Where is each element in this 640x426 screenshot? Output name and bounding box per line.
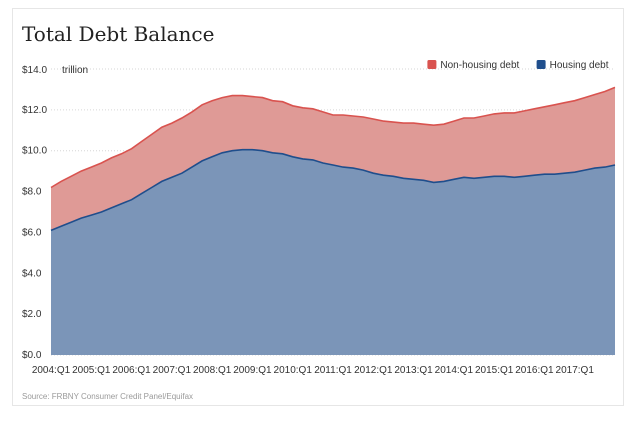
x-tick-label: 2006:Q1 (112, 365, 151, 376)
x-tick-label: 2009:Q1 (233, 365, 272, 376)
x-tick-label: 2016:Q1 (515, 365, 554, 376)
y-tick-label: $10.0 (22, 146, 47, 157)
x-tick-label: 2008:Q1 (193, 365, 232, 376)
y-tick-label: $8.0 (22, 187, 42, 198)
y-tick-label: $6.0 (22, 227, 42, 238)
x-tick-label: 2013:Q1 (394, 365, 433, 376)
y-axis-ticks: $0.0 $2.0 $4.0 $6.0 $8.0 $10.0 $12.0 (22, 105, 47, 361)
legend-label-non-housing-debt: Non-housing debt (440, 60, 519, 71)
chart-frame: Total Debt Balance $0.0 $2.0 $4.0 $6.0 $8.0 $… (12, 8, 624, 406)
y-tick-label: $4.0 (22, 268, 42, 279)
area-housing-debt (51, 149, 615, 355)
area-non-housing-debt (51, 87, 615, 231)
source-note: Source: FRBNY Consumer Credit Panel/Equi… (22, 392, 193, 401)
x-tick-label: 2011:Q1 (314, 365, 352, 376)
x-tick-label: 2017:Q1 (556, 365, 595, 376)
x-tick-label: 2012:Q1 (354, 365, 393, 376)
x-tick-label: 2014:Q1 (435, 365, 474, 376)
y-axis-top-tick: $14.0 (22, 65, 47, 76)
legend-swatch-housing-debt (536, 60, 546, 69)
stacked-areas (50, 86, 616, 355)
line-non-housing-debt (50, 86, 616, 189)
x-axis-ticks: 2004:Q1 2005:Q1 2006:Q1 2007:Q1 2008:Q1 2009:… (32, 365, 595, 376)
x-tick-label: 2010:Q1 (274, 365, 313, 376)
legend: Non-housing debt Housing debt (427, 60, 609, 71)
x-tick-label: 2015:Q1 (475, 365, 514, 376)
x-tick-label: 2004:Q1 (32, 365, 71, 376)
x-tick-label: 2007:Q1 (153, 365, 192, 376)
legend-label-housing-debt: Housing debt (550, 60, 609, 71)
y-axis-unit: $14.0 trillion (22, 65, 88, 76)
y-axis-unit-label: trillion (62, 65, 88, 76)
line-housing-debt (50, 148, 616, 232)
y-tick-label: $2.0 (22, 309, 42, 320)
x-tick-label: 2005:Q1 (72, 365, 111, 376)
chart-title: Total Debt Balance (22, 22, 214, 46)
y-tick-label: $12.0 (22, 105, 47, 116)
legend-swatch-non-housing-debt (427, 60, 437, 69)
debt-balance-chart: Total Debt Balance $0.0$2.0$4.0$6.0$8.0$… (22, 22, 616, 401)
y-tick-label: $0.0 (22, 350, 42, 361)
